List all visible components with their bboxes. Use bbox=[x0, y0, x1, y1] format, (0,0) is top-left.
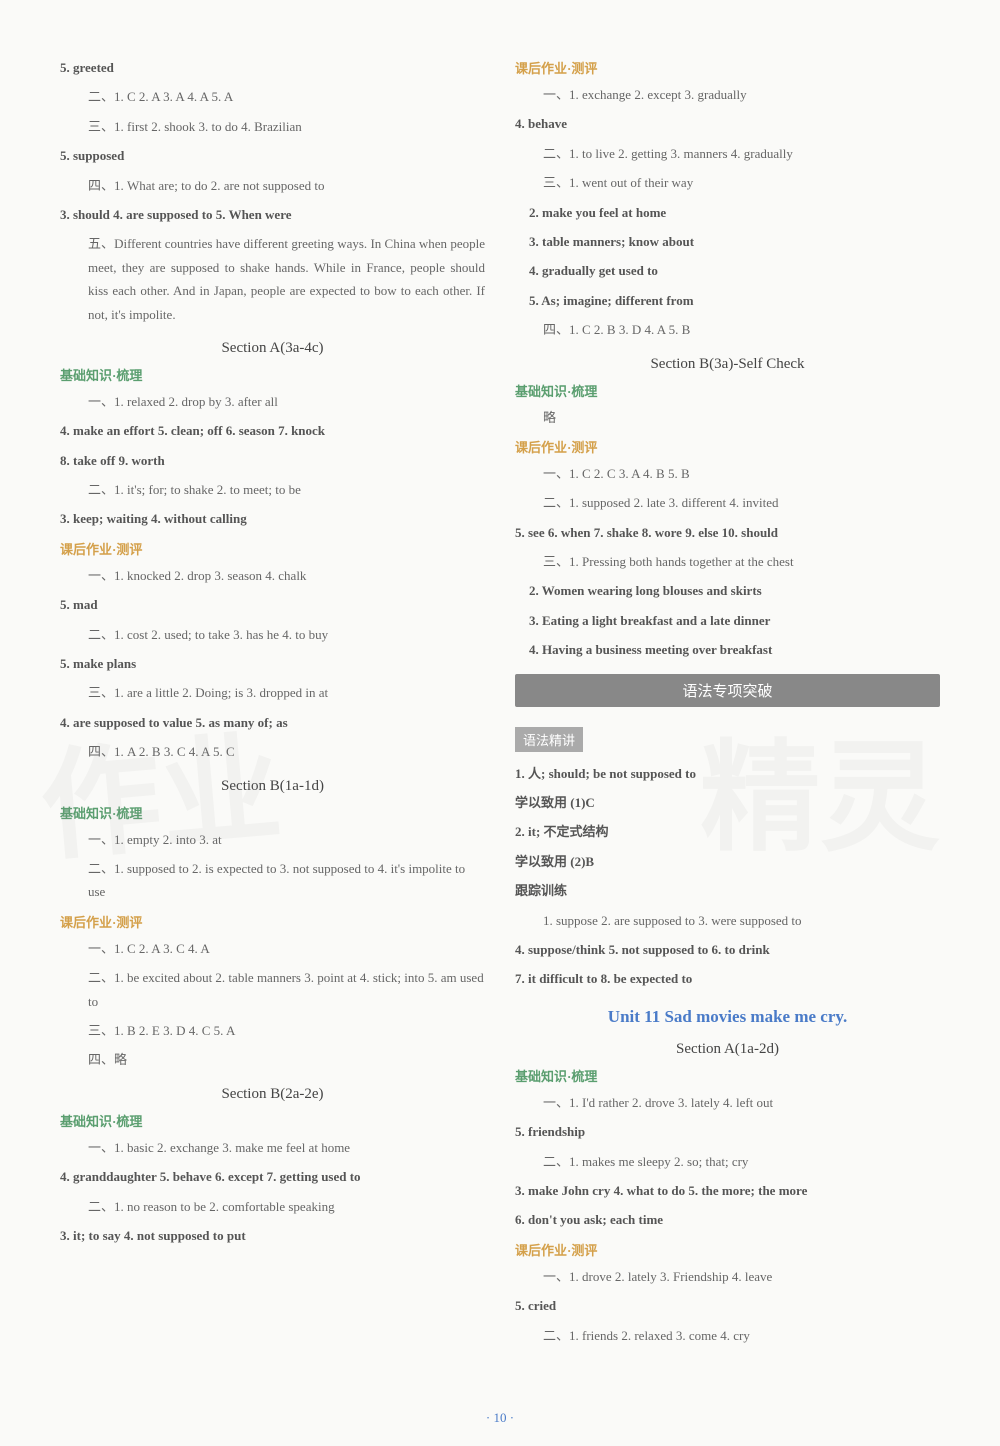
group-heading: 课后作业·测评 bbox=[60, 539, 485, 558]
group-heading: 基础知识·梳理 bbox=[60, 803, 485, 822]
answer-item: 2. Women wearing long blouses and skirts bbox=[515, 579, 940, 602]
answer-item: 4. are supposed to value 5. as many of; … bbox=[60, 711, 485, 734]
answer-item: 四、1. C 2. B 3. D 4. A 5. B bbox=[515, 318, 940, 341]
answer-item: 7. it difficult to 8. be expected to bbox=[515, 967, 940, 990]
answer-item: 三、1. went out of their way bbox=[515, 171, 940, 194]
answer-item: 一、1. I'd rather 2. drove 3. lately 4. le… bbox=[515, 1091, 940, 1114]
group-heading: 基础知识·梳理 bbox=[515, 1066, 940, 1085]
answer-item: 3. it; to say 4. not supposed to put bbox=[60, 1224, 485, 1247]
answer-item: 5. see 6. when 7. shake 8. wore 9. else … bbox=[515, 521, 940, 544]
answer-item: 二、1. supposed 2. late 3. different 4. in… bbox=[515, 491, 940, 514]
answer-item: 5. friendship bbox=[515, 1120, 940, 1143]
answer-item: 6. don't you ask; each time bbox=[515, 1208, 940, 1231]
section-heading: Section B(2a-2e) bbox=[60, 1086, 485, 1103]
answer-item: 5. As; imagine; different from bbox=[515, 289, 940, 312]
answer-item: 三、1. first 2. shook 3. to do 4. Brazilia… bbox=[60, 115, 485, 138]
answer-item: 5. cried bbox=[515, 1294, 940, 1317]
answer-item: 5. supposed bbox=[60, 144, 485, 167]
section-heading: Section B(1a-1d) bbox=[60, 778, 485, 795]
answer-item: 1. suppose 2. are supposed to 3. were su… bbox=[515, 909, 940, 932]
answer-item: 三、1. are a little 2. Doing; is 3. droppe… bbox=[60, 681, 485, 704]
answer-item: 4. Having a business meeting over breakf… bbox=[515, 638, 940, 661]
page-number: · 10 · bbox=[486, 1410, 514, 1426]
answer-item: 三、1. B 2. E 3. D 4. C 5. A bbox=[60, 1019, 485, 1042]
answer-item: 四、略 bbox=[60, 1048, 485, 1071]
answer-item: 一、1. C 2. A 3. C 4. A bbox=[60, 937, 485, 960]
answer-item: 3. make John cry 4. what to do 5. the mo… bbox=[515, 1179, 940, 1202]
answer-item: 一、1. empty 2. into 3. at bbox=[60, 828, 485, 851]
right-column: 课后作业·测评 一、1. exchange 2. except 3. gradu… bbox=[515, 50, 940, 1353]
group-heading: 课后作业·测评 bbox=[60, 912, 485, 931]
answer-item: 略 bbox=[515, 406, 940, 429]
answer-item: 5. make plans bbox=[60, 652, 485, 675]
group-heading: 基础知识·梳理 bbox=[515, 381, 940, 400]
answer-item: 二、1. it's; for; to shake 2. to meet; to … bbox=[60, 478, 485, 501]
answer-item: 5. mad bbox=[60, 593, 485, 616]
answer-item: 4. behave bbox=[515, 112, 940, 135]
answer-item: 二、1. C 2. A 3. A 4. A 5. A bbox=[60, 85, 485, 108]
answer-item: 一、1. drove 2. lately 3. Friendship 4. le… bbox=[515, 1265, 940, 1288]
answer-item: 四、1. A 2. B 3. C 4. A 5. C bbox=[60, 740, 485, 763]
answer-item: 二、1. makes me sleepy 2. so; that; cry bbox=[515, 1150, 940, 1173]
answer-item: 一、1. relaxed 2. drop by 3. after all bbox=[60, 390, 485, 413]
sub-heading: 跟踪训练 bbox=[515, 879, 940, 902]
unit-heading: Unit 11 Sad movies make me cry. bbox=[515, 1007, 940, 1027]
answer-item: 8. take off 9. worth bbox=[60, 449, 485, 472]
answer-item: 2. make you feel at home bbox=[515, 201, 940, 224]
answer-item: 3. table manners; know about bbox=[515, 230, 940, 253]
page-columns: 5. greeted 二、1. C 2. A 3. A 4. A 5. A 三、… bbox=[60, 50, 940, 1353]
sub-heading: 语法精讲 bbox=[515, 727, 583, 752]
answer-item: 二、1. be excited about 2. table manners 3… bbox=[60, 966, 485, 1013]
banner-heading: 语法专项突破 bbox=[515, 674, 940, 707]
answer-item: 三、1. Pressing both hands together at the… bbox=[515, 550, 940, 573]
section-heading: Section B(3a)-Self Check bbox=[515, 356, 940, 373]
answer-item: 二、1. to live 2. getting 3. manners 4. gr… bbox=[515, 142, 940, 165]
group-heading: 课后作业·测评 bbox=[515, 1240, 940, 1259]
group-heading: 课后作业·测评 bbox=[515, 58, 940, 77]
answer-item: 1. 人; should; be not supposed to bbox=[515, 762, 940, 785]
answer-item: 3. keep; waiting 4. without calling bbox=[60, 507, 485, 530]
section-heading: Section A(1a-2d) bbox=[515, 1041, 940, 1058]
answer-item: 四、1. What are; to do 2. are not supposed… bbox=[60, 174, 485, 197]
answer-item: 学以致用 (1)C bbox=[515, 791, 940, 814]
group-heading: 基础知识·梳理 bbox=[60, 365, 485, 384]
section-heading: Section A(3a-4c) bbox=[60, 340, 485, 357]
left-column: 5. greeted 二、1. C 2. A 3. A 4. A 5. A 三、… bbox=[60, 50, 485, 1353]
answer-item: 3. Eating a light breakfast and a late d… bbox=[515, 609, 940, 632]
answer-paragraph: 五、Different countries have different gre… bbox=[60, 232, 485, 326]
answer-item: 二、1. supposed to 2. is expected to 3. no… bbox=[60, 857, 485, 904]
answer-item: 一、1. C 2. C 3. A 4. B 5. B bbox=[515, 462, 940, 485]
group-heading: 课后作业·测评 bbox=[515, 437, 940, 456]
answer-item: 学以致用 (2)B bbox=[515, 850, 940, 873]
group-heading: 基础知识·梳理 bbox=[60, 1111, 485, 1130]
answer-item: 一、1. basic 2. exchange 3. make me feel a… bbox=[60, 1136, 485, 1159]
answer-item: 二、1. friends 2. relaxed 3. come 4. cry bbox=[515, 1324, 940, 1347]
answer-item: 一、1. knocked 2. drop 3. season 4. chalk bbox=[60, 564, 485, 587]
answer-item: 4. granddaughter 5. behave 6. except 7. … bbox=[60, 1165, 485, 1188]
answer-item: 二、1. cost 2. used; to take 3. has he 4. … bbox=[60, 623, 485, 646]
answer-item: 2. it; 不定式结构 bbox=[515, 820, 940, 843]
answer-item: 二、1. no reason to be 2. comfortable spea… bbox=[60, 1195, 485, 1218]
answer-item: 5. greeted bbox=[60, 56, 485, 79]
answer-item: 4. suppose/think 5. not supposed to 6. t… bbox=[515, 938, 940, 961]
answer-item: 3. should 4. are supposed to 5. When wer… bbox=[60, 203, 485, 226]
answer-item: 一、1. exchange 2. except 3. gradually bbox=[515, 83, 940, 106]
answer-item: 4. make an effort 5. clean; off 6. seaso… bbox=[60, 419, 485, 442]
answer-item: 4. gradually get used to bbox=[515, 259, 940, 282]
